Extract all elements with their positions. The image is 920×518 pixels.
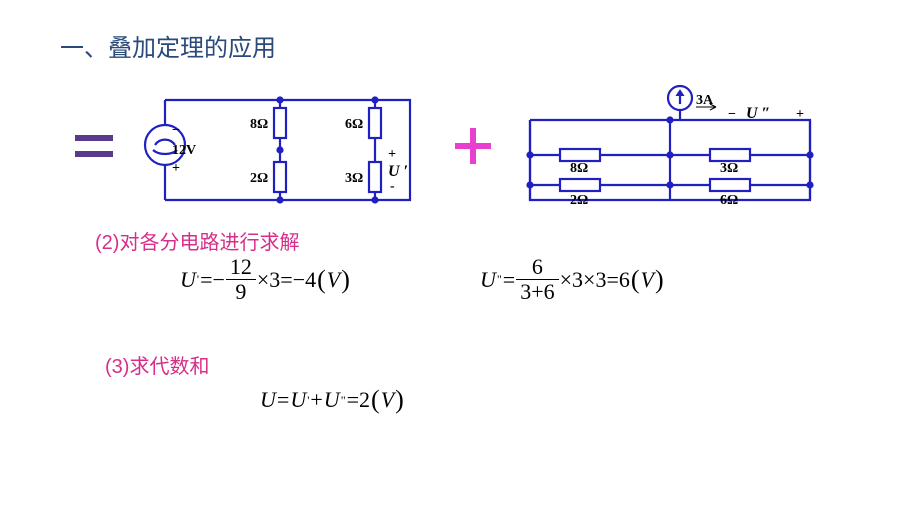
c1-v-plus: +: [172, 161, 180, 176]
c1-u-minus: -: [390, 179, 395, 194]
circuit-2: 8Ω 2Ω 3Ω 6Ω 3A − + U ″: [528, 86, 813, 208]
eq1-unit: V: [327, 267, 340, 293]
c1-r3-label: 6Ω: [345, 117, 363, 132]
eq1-var: U: [180, 267, 196, 293]
step-2-label: (2)对各分电路进行求解: [95, 226, 299, 255]
c1-v-label: 12V: [172, 143, 196, 158]
eq2-mid: ×3×3=6: [560, 267, 630, 293]
c2-r4-label: 6Ω: [720, 193, 738, 208]
eq2-den: 3+6: [516, 280, 558, 304]
equation-1: U' =− 129 ×3=−4 (V): [180, 255, 350, 304]
section-title: 一、叠加定理的应用: [60, 28, 276, 63]
c2-u-minus: −: [728, 107, 736, 122]
equals-symbol: [75, 138, 113, 154]
eq1-mid: ×3=−4: [257, 267, 316, 293]
eq3-t2: U: [324, 387, 340, 413]
eq1-a: =−: [200, 267, 225, 293]
c1-u-plus: +: [388, 147, 396, 162]
eq2-a: =: [503, 267, 515, 293]
eq2-var: U: [480, 267, 496, 293]
eq1-den: 9: [226, 280, 256, 304]
c1-r4-label: 3Ω: [345, 171, 363, 186]
equation-2: U" = 63+6 ×3×3=6 (V): [480, 255, 664, 304]
eq3-unit: V: [381, 387, 394, 413]
eq3-lhs: U: [260, 387, 276, 413]
step-3-label: (3)求代数和: [105, 350, 209, 379]
c1-r2-label: 2Ω: [250, 171, 268, 186]
eq1-num: 12: [226, 255, 256, 280]
c2-r3-label: 3Ω: [720, 161, 738, 176]
eq3-t1: U: [290, 387, 306, 413]
c1-r1-label: 8Ω: [250, 117, 268, 132]
c2-r2-label: 2Ω: [570, 193, 588, 208]
c2-r1-label: 8Ω: [570, 161, 588, 176]
eq3-eq: =: [277, 387, 289, 413]
c2-u-label: U ″: [746, 105, 770, 122]
eq3-r: =2: [347, 387, 370, 413]
eq3-plus: +: [310, 387, 322, 413]
plus-symbol: [455, 128, 491, 164]
eq2-unit: V: [641, 267, 654, 293]
c1-u-label: U ′: [388, 163, 408, 180]
c1-v-minus: −: [172, 123, 180, 138]
c2-u-plus: +: [796, 107, 804, 122]
equation-3: U = U' + U" =2 (V): [260, 385, 404, 415]
c2-i-label: 3A: [696, 93, 714, 108]
eq2-num: 6: [516, 255, 558, 280]
circuit-1: 8Ω 2Ω 6Ω 3Ω 12V − + + - U ′: [145, 98, 410, 203]
circuit-figure: 8Ω 2Ω 6Ω 3Ω 12V − + + - U ′: [75, 80, 845, 225]
